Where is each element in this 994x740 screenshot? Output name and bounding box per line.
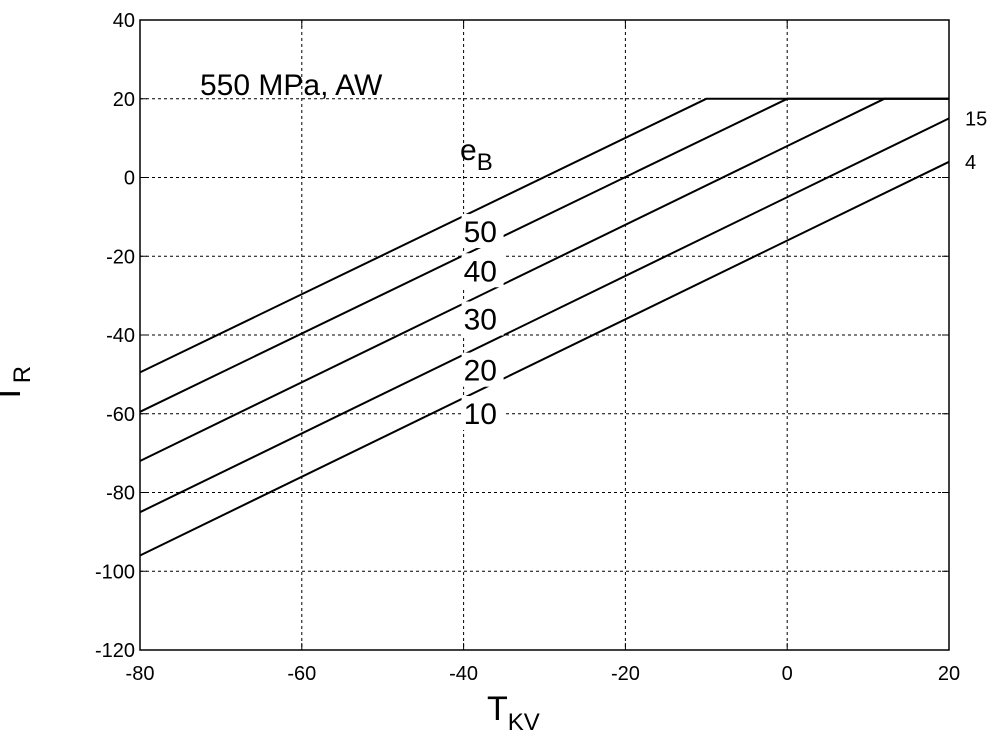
- chart-title: 550 MPa, AW: [200, 69, 383, 102]
- legend-title-sub: B: [477, 149, 493, 176]
- series-line-50: [139, 97, 949, 374]
- series-label-40: 40: [464, 255, 497, 288]
- series-label-background: [461, 214, 504, 249]
- y-tick-label: -80: [106, 483, 135, 505]
- x-tick-label: 0: [782, 663, 793, 685]
- y-tick-label: 40: [113, 10, 135, 32]
- series-label-20: 20: [464, 355, 497, 388]
- y-tick-label: -20: [106, 246, 135, 268]
- x-axis-label-sub: KV: [508, 709, 540, 736]
- series-lines: [139, 97, 950, 557]
- series-line-40: [139, 97, 949, 413]
- legend-title-main: e: [460, 134, 477, 167]
- series-line-20: [139, 117, 950, 514]
- right-label-15: 15: [965, 108, 987, 130]
- y-tick-label: 0: [124, 168, 135, 190]
- y-axis-label-main: T: [0, 383, 28, 404]
- x-tick-label: -40: [449, 663, 478, 685]
- series-line-10: [139, 160, 950, 557]
- y-axis-label: TR: [0, 366, 36, 404]
- x-tick-label: 20: [938, 663, 960, 685]
- x-axis-label: TKV: [487, 690, 540, 736]
- labels: 50 40 30 20 10 15 4: [461, 108, 987, 431]
- y-tick-label: 20: [113, 89, 135, 111]
- x-tick-label: -20: [611, 663, 640, 685]
- series-label-50: 50: [464, 216, 497, 249]
- grid: [140, 20, 949, 650]
- series-label-30: 30: [464, 304, 497, 337]
- x-axis-label-main: T: [487, 690, 508, 728]
- series-label-background: [461, 301, 504, 336]
- y-tick-label: -100: [95, 561, 135, 583]
- x-tick-label: -80: [126, 663, 155, 685]
- series-label-10: 10: [464, 398, 497, 431]
- y-axis-label-sub: R: [9, 366, 36, 383]
- right-label-4: 4: [965, 152, 976, 174]
- series-label-background: [461, 253, 504, 288]
- series-line-30: [139, 97, 949, 462]
- series-label-background: [461, 396, 504, 430]
- x-tick-label: -60: [287, 663, 316, 685]
- y-tick-label: -40: [106, 325, 135, 347]
- series-label-background: [461, 352, 504, 387]
- y-tick-label: -120: [95, 640, 135, 662]
- ticks: -80 -60 -40 -20 0 20 -120 -100 -80 -60 -40 -20 0 20 40: [95, 10, 960, 685]
- legend-title: eB: [460, 134, 493, 176]
- y-tick-label: -60: [106, 404, 135, 426]
